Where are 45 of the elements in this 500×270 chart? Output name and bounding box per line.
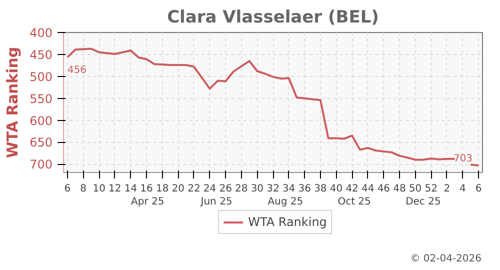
x-tick-label: 6 — [64, 184, 71, 194]
x2-tick-label: Jun 25 — [200, 196, 232, 208]
x2-tick-label: Dec 25 — [406, 196, 441, 208]
x-tick-label: 14 — [124, 184, 138, 194]
y-tick-label: 650 — [30, 136, 52, 150]
x-tick-label: 52 — [424, 184, 438, 194]
x-tick-label: 32 — [266, 184, 280, 194]
x-tick-label: 22 — [188, 184, 200, 194]
x-tick-label: 6 — [475, 184, 482, 194]
text: © 02-04-2026 — [410, 254, 482, 264]
x2-tick-label: Apr 25 — [131, 196, 164, 208]
y-tick-label: 500 — [30, 70, 52, 84]
x-tick-label: 16 — [140, 184, 153, 194]
x2-tick-label: Oct 25 — [338, 196, 371, 208]
x-tick-label: 10 — [92, 184, 106, 194]
y-tick-label: 550 — [30, 92, 52, 106]
x-tick-label: 12 — [108, 184, 122, 194]
y-axis-title: WTA Ranking — [4, 46, 22, 158]
x-tick-label: 18 — [156, 184, 169, 194]
y-tick-label: 400 — [30, 26, 52, 40]
x-tick-label: 34 — [282, 184, 296, 194]
x-tick-label: 20 — [172, 184, 185, 194]
x-tick-label: 44 — [362, 184, 374, 194]
annotation: 456 — [67, 65, 87, 76]
y-tick-label: 700 — [30, 158, 52, 172]
x-tick-label: 4 — [460, 184, 466, 194]
x-tick-label: 48 — [393, 184, 406, 194]
chart-title: Clara Vlasselaer (BEL) — [167, 8, 379, 28]
y-tick-label: 450 — [30, 48, 52, 62]
y-tick-label: 600 — [30, 114, 52, 128]
x-tick-label: 42 — [346, 184, 358, 194]
x-tick-label: 26 — [219, 184, 232, 194]
x-tick-label: 8 — [80, 184, 86, 194]
x-tick-label: 50 — [408, 184, 422, 194]
x-tick-label: 24 — [203, 184, 216, 194]
x-tick-label: 2 — [444, 184, 450, 194]
x-tick-label: 40 — [330, 184, 343, 194]
x-tick-label: 46 — [377, 184, 390, 194]
x-tick-label: 36 — [298, 184, 311, 194]
x-tick-label: 38 — [314, 184, 327, 194]
annotation: 703 — [453, 153, 473, 164]
x2-tick-label: Aug 25 — [268, 196, 304, 208]
legend-label: WTA Ranking — [248, 215, 327, 229]
x-tick-label: 28 — [235, 184, 248, 194]
x-tick-label: 30 — [250, 184, 264, 194]
